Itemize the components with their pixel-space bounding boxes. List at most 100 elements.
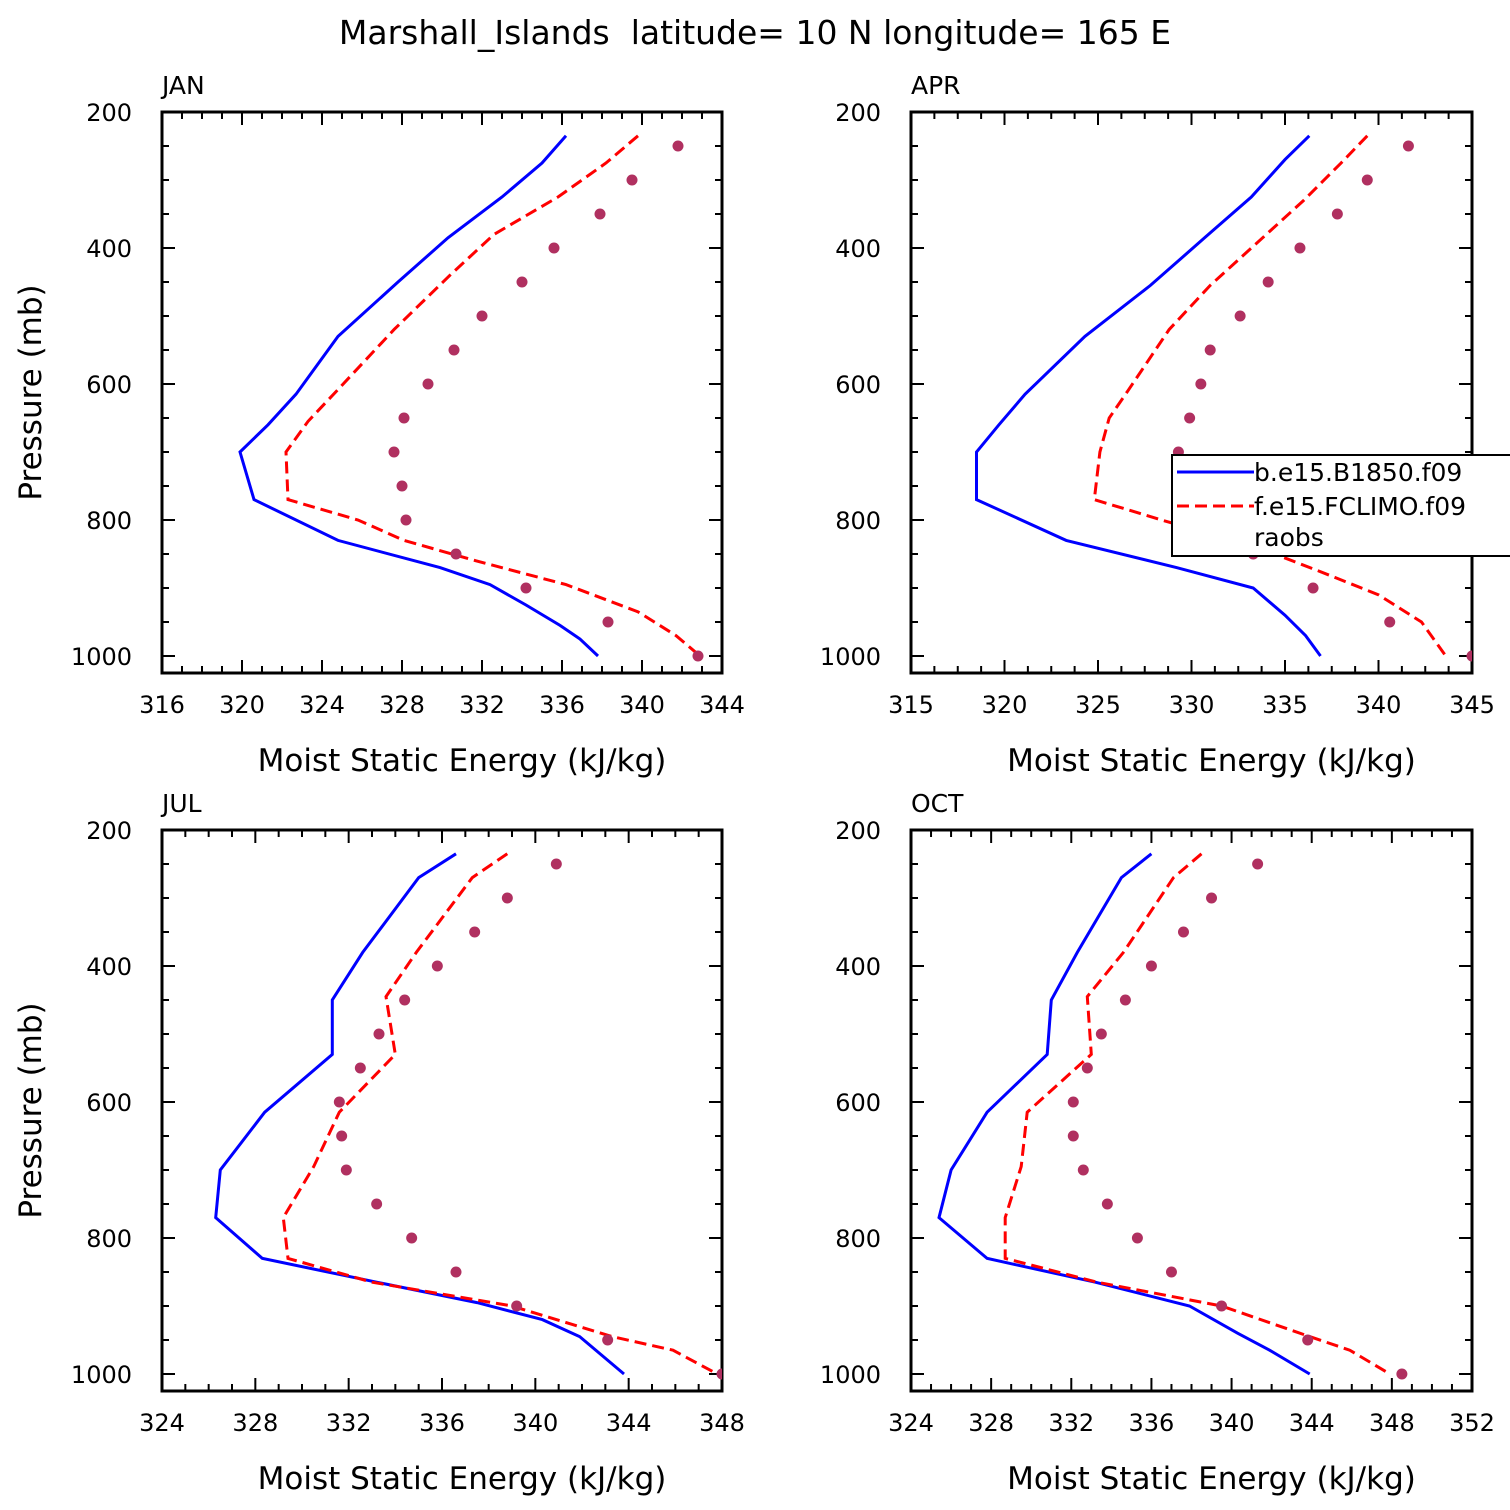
panel-oct: OCT 324 328 332 336 340 344 348 352 200 400 600 800 1… (820, 789, 1495, 1497)
raobs-point (1131, 1232, 1143, 1244)
raobs-point (626, 174, 638, 186)
y-tick-label: 200 (86, 817, 132, 845)
x-tick-label: 340 (512, 1409, 558, 1437)
raobs-point (1384, 616, 1396, 628)
x-axis-title: Moist Static Energy (kJ/kg) (1007, 1461, 1416, 1497)
raobs-point (1067, 1130, 1079, 1142)
y-tick-label: 600 (835, 371, 881, 399)
x-tick-label: 320 (982, 691, 1028, 719)
raobs-point (1177, 926, 1189, 938)
raobs-point (1262, 276, 1274, 288)
raobs-point (1077, 1164, 1089, 1176)
raobs-point (354, 1062, 366, 1074)
y-tick-label: 400 (86, 235, 132, 263)
raobs-point (406, 1232, 418, 1244)
panel-jan: JAN 316 320 324 328 332 336 340 344 200 400 600 800 1… (13, 71, 745, 779)
y-tick-label: 1000 (820, 1361, 881, 1389)
plot-frame (160, 828, 724, 1393)
raobs-point (400, 514, 412, 526)
raobs-point (548, 242, 560, 254)
panel-label: OCT (911, 789, 964, 818)
raobs-point (1081, 1062, 1093, 1074)
raobs-point (1216, 1300, 1228, 1312)
raobs-point (1101, 1198, 1113, 1210)
x-tick-label: 324 (888, 1409, 934, 1437)
raobs-point (1302, 1334, 1314, 1346)
y-tick-label: 200 (86, 99, 132, 127)
x-tick-label: 315 (888, 691, 934, 719)
raobs-point (476, 310, 488, 322)
x-axis-title: Moist Static Energy (kJ/kg) (258, 1461, 667, 1497)
raobs-point (398, 412, 410, 424)
panel-apr: APR 315 320 325 330 335 340 345 200 400 600 800 1000… (820, 71, 1510, 779)
y-tick-label: 600 (86, 371, 132, 399)
raobs-point (692, 650, 704, 662)
raobs-point (594, 208, 606, 220)
x-tick-label: 332 (1048, 1409, 1094, 1437)
x-tick-label: 348 (699, 1409, 745, 1437)
raobs-point (336, 1130, 348, 1142)
x-tick-label: 344 (606, 1409, 652, 1437)
x-tick-label: 332 (326, 1409, 372, 1437)
raobs-point (1396, 1368, 1408, 1380)
x-tick-label: 340 (1356, 691, 1402, 719)
raobs-point (602, 1334, 614, 1346)
legend-label-f: f.e15.FCLIMO.f09 (1254, 492, 1466, 521)
series-line-f (284, 134, 701, 658)
y-tick-label: 600 (86, 1089, 132, 1117)
raobs-point (1402, 140, 1414, 152)
raobs-point (399, 994, 411, 1006)
raobs-point (422, 378, 434, 390)
y-axis-title: Pressure (mb) (13, 284, 49, 500)
x-tick-label: 344 (699, 691, 745, 719)
series-line-b (975, 134, 1322, 657)
x-tick-label: 352 (1449, 1409, 1495, 1437)
y-tick-label: 1000 (71, 1361, 132, 1389)
raobs-point (333, 1096, 345, 1108)
raobs-point (1331, 208, 1343, 220)
raobs-point (1184, 412, 1196, 424)
x-tick-label: 336 (1129, 1409, 1175, 1437)
y-tick-label: 400 (86, 953, 132, 981)
raobs-point (450, 1266, 462, 1278)
series-group (214, 852, 722, 1380)
raobs-point (1234, 310, 1246, 322)
series-line-b (238, 134, 600, 658)
raobs-point (450, 548, 462, 560)
raobs-point (1307, 582, 1319, 594)
y-tick-label: 200 (835, 817, 881, 845)
legend-label-raobs: raobs (1254, 523, 1324, 552)
x-tick-label: 336 (539, 691, 585, 719)
series-line-f (281, 852, 719, 1376)
raobs-point (511, 1300, 523, 1312)
raobs-point (1252, 858, 1264, 870)
x-tick-label: 348 (1369, 1409, 1415, 1437)
raobs-point (1165, 1266, 1177, 1278)
raobs-point (516, 276, 528, 288)
y-tick-label: 400 (835, 953, 881, 981)
y-tick-label: 800 (835, 1225, 881, 1253)
panel-label: JUL (160, 789, 202, 818)
x-tick-label: 328 (968, 1409, 1014, 1437)
raobs-point (1095, 1028, 1107, 1040)
raobs-point (1206, 892, 1218, 904)
raobs-point (431, 960, 443, 972)
series-group (975, 134, 1472, 662)
y-axis-title: Pressure (mb) (13, 1002, 49, 1218)
y-tick-label: 1000 (820, 643, 881, 671)
panel-jul: JUL 324 328 332 336 340 344 348 200 400 600 800 1000… (13, 789, 745, 1497)
y-tick-label: 600 (835, 1089, 881, 1117)
plot-frame (160, 110, 724, 675)
x-tick-label: 336 (419, 1409, 465, 1437)
raobs-point (373, 1028, 385, 1040)
y-tick-label: 400 (835, 235, 881, 263)
x-tick-label: 324 (139, 1409, 185, 1437)
x-tick-label: 332 (459, 691, 505, 719)
legend-label-b: b.e15.B1850.f09 (1254, 458, 1462, 487)
raobs-point (1361, 174, 1373, 186)
raobs-point (1145, 960, 1157, 972)
raobs-point (520, 582, 532, 594)
panel-label: JAN (160, 71, 205, 100)
raobs-point (1119, 994, 1131, 1006)
